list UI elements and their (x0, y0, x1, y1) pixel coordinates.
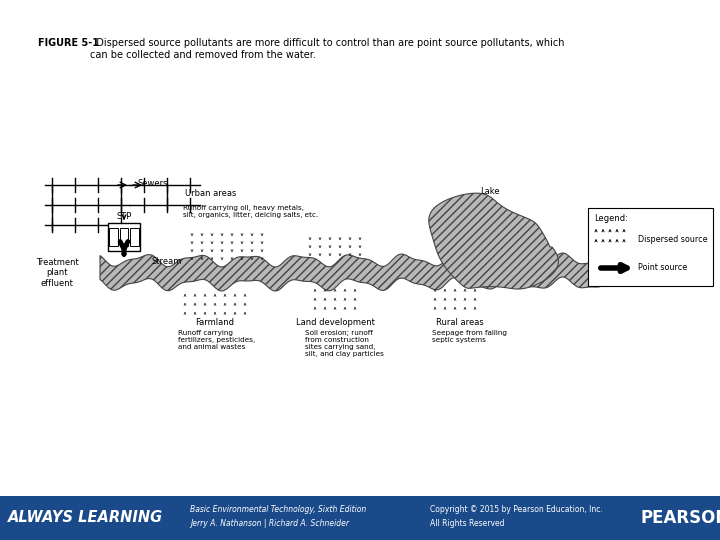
Text: Jerry A. Nathanson | Richard A. Schneider: Jerry A. Nathanson | Richard A. Schneide… (190, 519, 349, 529)
Bar (588, 208, 713, 286)
Text: STP: STP (117, 212, 132, 221)
Text: Seepage from failing
septic systems: Seepage from failing septic systems (432, 330, 507, 343)
Bar (0, 496, 720, 540)
Text: Sewers: Sewers (137, 179, 168, 187)
Text: Soil erosion; runoff
from construction
sites carrying sand,
silt, and clay parti: Soil erosion; runoff from construction s… (305, 330, 384, 357)
Bar (109, 228, 117, 246)
Text: Lake: Lake (480, 187, 500, 197)
Text: Urban areas: Urban areas (185, 188, 236, 198)
Text: Land development: Land development (296, 318, 374, 327)
Text: Copyright © 2015 by Pearson Education, Inc.: Copyright © 2015 by Pearson Education, I… (430, 505, 603, 515)
Text: PEARSON: PEARSON (640, 509, 720, 527)
Text: Runoff carrying
fertilizers, pesticides,
and animal wastes: Runoff carrying fertilizers, pesticides,… (178, 330, 256, 350)
Text: Dispersed source pollutants are more difficult to control than are point source : Dispersed source pollutants are more dif… (90, 38, 564, 59)
Text: Legend:: Legend: (594, 214, 628, 223)
Bar (130, 228, 139, 246)
Text: Basic Environmental Technology, Sixth Edition: Basic Environmental Technology, Sixth Ed… (190, 505, 366, 515)
Text: Treatment
plant
effluent: Treatment plant effluent (35, 258, 78, 288)
Text: Stream: Stream (152, 258, 182, 267)
Text: Point source: Point source (638, 264, 688, 273)
Bar (108, 223, 140, 251)
Polygon shape (429, 193, 559, 289)
Bar (120, 228, 128, 246)
Text: Rural areas: Rural areas (436, 318, 484, 327)
Polygon shape (100, 253, 625, 291)
Text: Dispersed source: Dispersed source (638, 234, 708, 244)
Text: Farmland: Farmland (196, 318, 235, 327)
Text: Runoff carrying oil, heavy metals,
silt, organics, litter, deicing salts, etc.: Runoff carrying oil, heavy metals, silt,… (183, 205, 318, 218)
Text: FIGURE 5-1: FIGURE 5-1 (38, 38, 99, 48)
Text: All Rights Reserved: All Rights Reserved (430, 519, 505, 529)
Text: ALWAYS LEARNING: ALWAYS LEARNING (8, 510, 163, 525)
